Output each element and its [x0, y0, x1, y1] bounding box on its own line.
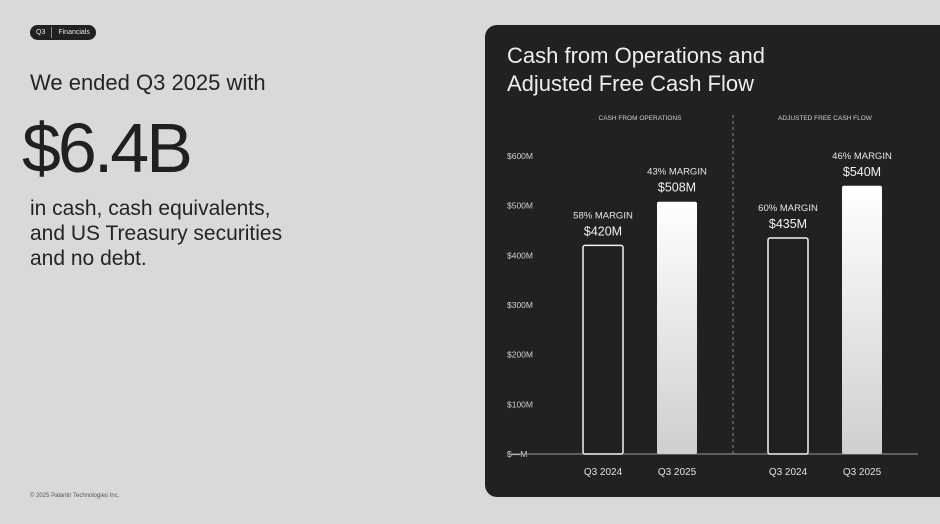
description-line: and US Treasury securities — [30, 222, 283, 245]
description-line: in cash, cash equivalents, — [30, 197, 271, 220]
bar — [657, 201, 697, 454]
bar-margin-label: 60% MARGIN — [758, 203, 818, 214]
description: in cash, cash equivalents, and US Treasu… — [30, 196, 282, 271]
y-tick-label: $600M — [507, 151, 533, 161]
x-category-label: Q3 2024 — [584, 467, 623, 478]
x-category-label: Q3 2025 — [843, 467, 882, 478]
group-label: ADJUSTED FREE CASH FLOW — [778, 115, 873, 122]
y-tick-label: $100M — [507, 399, 533, 409]
x-category-label: Q3 2025 — [658, 467, 697, 478]
intro-text: We ended Q3 2025 with — [30, 70, 266, 95]
headline-value: $6.4B — [22, 109, 193, 187]
chart-title: Cash from Operations and Adjusted Free C… — [507, 42, 765, 98]
bar — [582, 244, 624, 455]
tag-separator — [51, 27, 53, 38]
group-label: CASH FROM OPERATIONS — [599, 115, 683, 122]
chart-panel: Cash from Operations and Adjusted Free C… — [485, 25, 940, 497]
description-line: and no debt. — [30, 247, 147, 270]
chart-title-line: Adjusted Free Cash Flow — [507, 71, 754, 96]
bar-value-label: $540M — [843, 165, 881, 179]
copyright-footer: © 2025 Palantir Technologies Inc. — [30, 493, 120, 499]
tag-quarter: Q3 — [36, 29, 46, 36]
tag-section: Financials — [58, 29, 90, 36]
bar-margin-label: 46% MARGIN — [832, 151, 892, 162]
y-tick-label: $300M — [507, 300, 533, 310]
x-category-label: Q3 2024 — [769, 467, 808, 478]
bar-value-label: $508M — [658, 181, 696, 195]
y-tick-label: $400M — [507, 250, 533, 260]
bar — [842, 185, 882, 455]
bar-margin-label: 58% MARGIN — [573, 210, 633, 221]
section-tag: Q3 Financials — [30, 25, 96, 40]
bar — [767, 237, 809, 455]
y-tick-label: $500M — [507, 201, 533, 211]
bar-margin-label: 43% MARGIN — [647, 167, 707, 178]
bar-value-label: $420M — [584, 224, 622, 238]
bar-value-label: $435M — [769, 217, 807, 231]
y-tick-label: $200M — [507, 350, 533, 360]
chart-title-line: Cash from Operations and — [507, 43, 766, 68]
